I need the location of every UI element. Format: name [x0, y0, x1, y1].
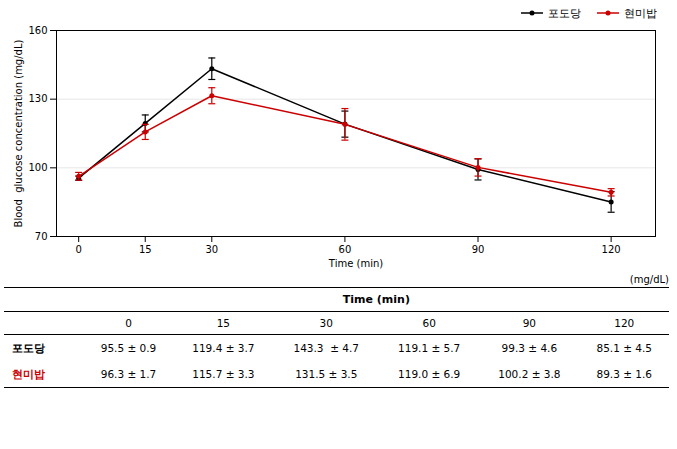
html-text:현미밥: 현미밥 — [12, 367, 45, 381]
html-text:143.3 ± 4.7: 143.3 ± 4.7 — [293, 342, 359, 354]
html-text:115.7 ± 3.3: 115.7 ± 3.3 — [192, 368, 255, 380]
html-text:100.2 ± 3.8: 100.2 ± 3.8 — [498, 368, 561, 380]
html-text:131.5 ± 3.5: 131.5 ± 3.5 — [295, 368, 358, 380]
svg-text:30: 30 — [205, 244, 218, 255]
html-text:(mg/dL): (mg/dL) — [629, 274, 669, 285]
html-text:포도당: 포도당 — [12, 341, 45, 355]
html-text:15: 15 — [216, 317, 230, 329]
html-text:30: 30 — [319, 317, 333, 329]
html-text:99.3 ± 4.6: 99.3 ± 4.6 — [501, 342, 558, 354]
svg-text:90: 90 — [472, 244, 485, 255]
html-text:119.1 ± 5.7: 119.1 ± 5.7 — [398, 342, 461, 354]
html-text:96.3 ± 1.7: 96.3 ± 1.7 — [100, 368, 157, 380]
html-text:120: 120 — [614, 317, 635, 329]
svg-text:130: 130 — [28, 93, 47, 104]
html-text:85.1 ± 4.5: 85.1 ± 4.5 — [596, 342, 652, 354]
html-text:Time (min): Time (min) — [342, 293, 410, 306]
html-text:119.4 ± 3.7: 119.4 ± 3.7 — [192, 342, 255, 354]
svg-text:100: 100 — [28, 162, 47, 173]
svg-text:60: 60 — [339, 244, 352, 255]
html-text:119.0 ± 6.9: 119.0 ± 6.9 — [398, 368, 461, 380]
html-text:현미밥: 현미밥 — [624, 6, 657, 20]
svg-text:120: 120 — [602, 244, 621, 255]
html-text:90: 90 — [522, 317, 536, 329]
svg-text:70: 70 — [35, 231, 48, 242]
svg-text:Time (min): Time (min) — [328, 258, 383, 269]
html-text:60: 60 — [422, 317, 436, 329]
svg-text:15: 15 — [139, 244, 152, 255]
svg-text:160: 160 — [28, 25, 47, 36]
svg-text:0: 0 — [75, 244, 81, 255]
svg-text:Blood glucose concentration (: Blood glucose concentration (mg/dL) — [13, 39, 24, 227]
html-text:포도당: 포도당 — [548, 6, 581, 20]
html-text:89.3 ± 1.6: 89.3 ± 1.6 — [596, 368, 652, 380]
html-text:95.5 ± 0.9: 95.5 ± 0.9 — [100, 342, 157, 354]
html-text:0: 0 — [125, 317, 132, 329]
